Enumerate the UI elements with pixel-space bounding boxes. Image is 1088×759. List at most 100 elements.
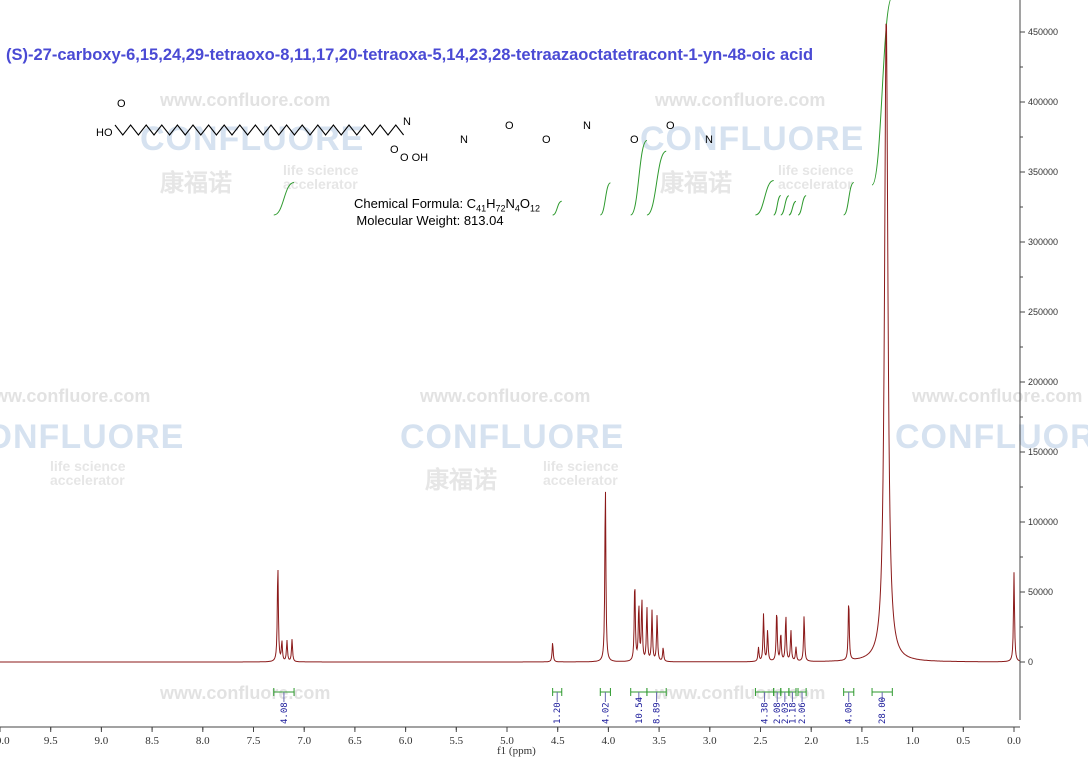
atom-label: O bbox=[117, 98, 126, 110]
x-tick-label: 1.5 bbox=[855, 735, 869, 747]
atom-label: O OH bbox=[400, 152, 428, 164]
integral-value: 4.02 bbox=[601, 702, 611, 724]
watermark-url: www.confluore.com bbox=[160, 90, 331, 110]
atom-label: N bbox=[705, 134, 713, 146]
watermark-url: www.confluore.com bbox=[655, 683, 826, 703]
integrals: 4.08 1.20 4.02 10.54 8.89 4.38 2.082.031.18 2.0… bbox=[273, 688, 893, 724]
y-tick-label: 400000 bbox=[1028, 97, 1058, 107]
atom-label: O bbox=[505, 120, 514, 132]
x-tick-label: 10.0 bbox=[0, 735, 10, 747]
watermark-sub: life science accelerator bbox=[50, 459, 126, 487]
atom-label: O bbox=[630, 134, 639, 146]
integral-curve bbox=[755, 180, 774, 216]
integral-value: 10.54 bbox=[635, 697, 645, 724]
x-tick-label: 2.5 bbox=[754, 735, 768, 747]
integral-value: 2.06 bbox=[798, 702, 808, 724]
x-tick-label: 6.0 bbox=[399, 735, 413, 747]
watermark-brand: CONFLUORE bbox=[640, 120, 865, 158]
watermark-sub1: life science bbox=[50, 458, 126, 474]
watermark-sub2: accelerator bbox=[50, 472, 125, 488]
watermark-brand: CONFLUORE bbox=[400, 418, 625, 456]
y-tick-label: 200000 bbox=[1028, 377, 1058, 387]
x-tick-label: 5.0 bbox=[500, 735, 514, 747]
watermark-brand: CONFLUORE bbox=[140, 120, 365, 158]
watermark-url: www.confluore.com bbox=[655, 90, 826, 110]
atom-label: O bbox=[542, 134, 551, 146]
x-tick-label: 9.0 bbox=[95, 735, 109, 747]
integral-curve bbox=[646, 150, 667, 216]
x-tick-label: 9.5 bbox=[44, 735, 58, 747]
integral-value: 4.08 bbox=[845, 702, 855, 724]
integral-curve bbox=[788, 200, 797, 216]
atom-label: N bbox=[460, 134, 468, 146]
spectrum-line bbox=[0, 23, 1021, 663]
watermark-cn: 康福诺 bbox=[160, 170, 232, 197]
integral-curve bbox=[843, 181, 855, 216]
integral-curve bbox=[552, 200, 562, 216]
watermark-url: www.confluore.com bbox=[912, 386, 1083, 406]
integral-value: 1.20 bbox=[553, 702, 563, 724]
y-tick-label: 450000 bbox=[1028, 27, 1058, 37]
integral-value: 2.03 bbox=[781, 702, 791, 724]
x-tick-label: 8.5 bbox=[145, 735, 159, 747]
compound-name: (S)-27-carboxy-6,15,24,29-tetraoxo-8,11,… bbox=[6, 46, 814, 64]
y-tick-label: 350000 bbox=[1028, 167, 1058, 177]
integral-value: 4.38 bbox=[761, 702, 771, 724]
y-tick-label: 50000 bbox=[1028, 587, 1053, 597]
x-tick-label: 3.5 bbox=[652, 735, 666, 747]
x-tick-label: 3.0 bbox=[703, 735, 717, 747]
x-tick-label: 5.5 bbox=[449, 735, 463, 747]
watermark-sub1: life science bbox=[778, 162, 854, 178]
x-tick-label: 7.0 bbox=[297, 735, 311, 747]
x-tick-label: 6.5 bbox=[348, 735, 362, 747]
watermark-sub1: life science bbox=[543, 458, 619, 474]
x-tick-label: 0.0 bbox=[1007, 735, 1021, 747]
x-tick-label: 7.5 bbox=[247, 735, 261, 747]
watermark-sub: life science accelerator bbox=[778, 163, 854, 191]
integral-value: 2.08 bbox=[773, 702, 783, 724]
atom-label: O bbox=[390, 144, 399, 156]
atom-label: N bbox=[583, 120, 591, 132]
structure-bonds bbox=[114, 124, 405, 136]
watermark-sub2: accelerator bbox=[283, 176, 358, 192]
x-tick-label: 1.0 bbox=[906, 735, 920, 747]
watermark-url: www.confluore.com bbox=[0, 386, 151, 406]
molecular-weight: Molecular Weight: 813.04 bbox=[356, 213, 504, 228]
atom-label: O bbox=[666, 120, 675, 132]
x-tick-label: 4.5 bbox=[551, 735, 565, 747]
x-axis: 10.0 9.5 9.0 8.5 8.0 7.5 7.0 6.5 6.0 5.5 5.0 4.5 4.0… bbox=[0, 726, 1021, 747]
y-tick-label: 300000 bbox=[1028, 237, 1058, 247]
x-tick-label: 4.0 bbox=[602, 735, 616, 747]
formula-value: C41H72N4O12 bbox=[466, 196, 541, 214]
integral-curve bbox=[797, 195, 807, 216]
integral-curve bbox=[871, 0, 891, 186]
y-tick-label: 150000 bbox=[1028, 447, 1058, 457]
integral-value: 1.18 bbox=[788, 702, 798, 724]
atom-label: N bbox=[403, 116, 411, 128]
x-tick-label: 0.5 bbox=[956, 735, 970, 747]
integral-value: 8.89 bbox=[653, 702, 663, 724]
x-tick-label: 8.0 bbox=[196, 735, 210, 747]
integral-curve bbox=[773, 194, 782, 216]
chemical-structure: HO O O N O OH N O O N O O N bbox=[96, 98, 713, 164]
watermark-sub2: accelerator bbox=[778, 176, 853, 192]
y-tick-label: 250000 bbox=[1028, 307, 1058, 317]
integral-value: 28.00 bbox=[878, 697, 888, 724]
y-tick-label: 100000 bbox=[1028, 517, 1058, 527]
y-tick-label: 0 bbox=[1028, 657, 1033, 667]
chemical-formula: Chemical Formula: C41H72N4O12 bbox=[297, 196, 597, 214]
x-axis-label: f1 (ppm) bbox=[497, 745, 536, 757]
watermark-cn: 康福诺 bbox=[425, 467, 497, 494]
watermark-sub: life science accelerator bbox=[543, 459, 619, 487]
formula-label: Chemical Formula: bbox=[353, 196, 467, 211]
watermark-cn: 康福诺 bbox=[660, 170, 732, 197]
integral-value: 4.08 bbox=[280, 702, 290, 724]
integral-curve bbox=[599, 182, 611, 216]
watermark-url: www.confluore.com bbox=[420, 386, 591, 406]
x-tick-label: 2.0 bbox=[804, 735, 818, 747]
integral-curves bbox=[273, 0, 891, 216]
watermark-sub2: accelerator bbox=[543, 472, 618, 488]
watermark-sub1: life science bbox=[283, 162, 359, 178]
integral-curve bbox=[780, 195, 790, 216]
